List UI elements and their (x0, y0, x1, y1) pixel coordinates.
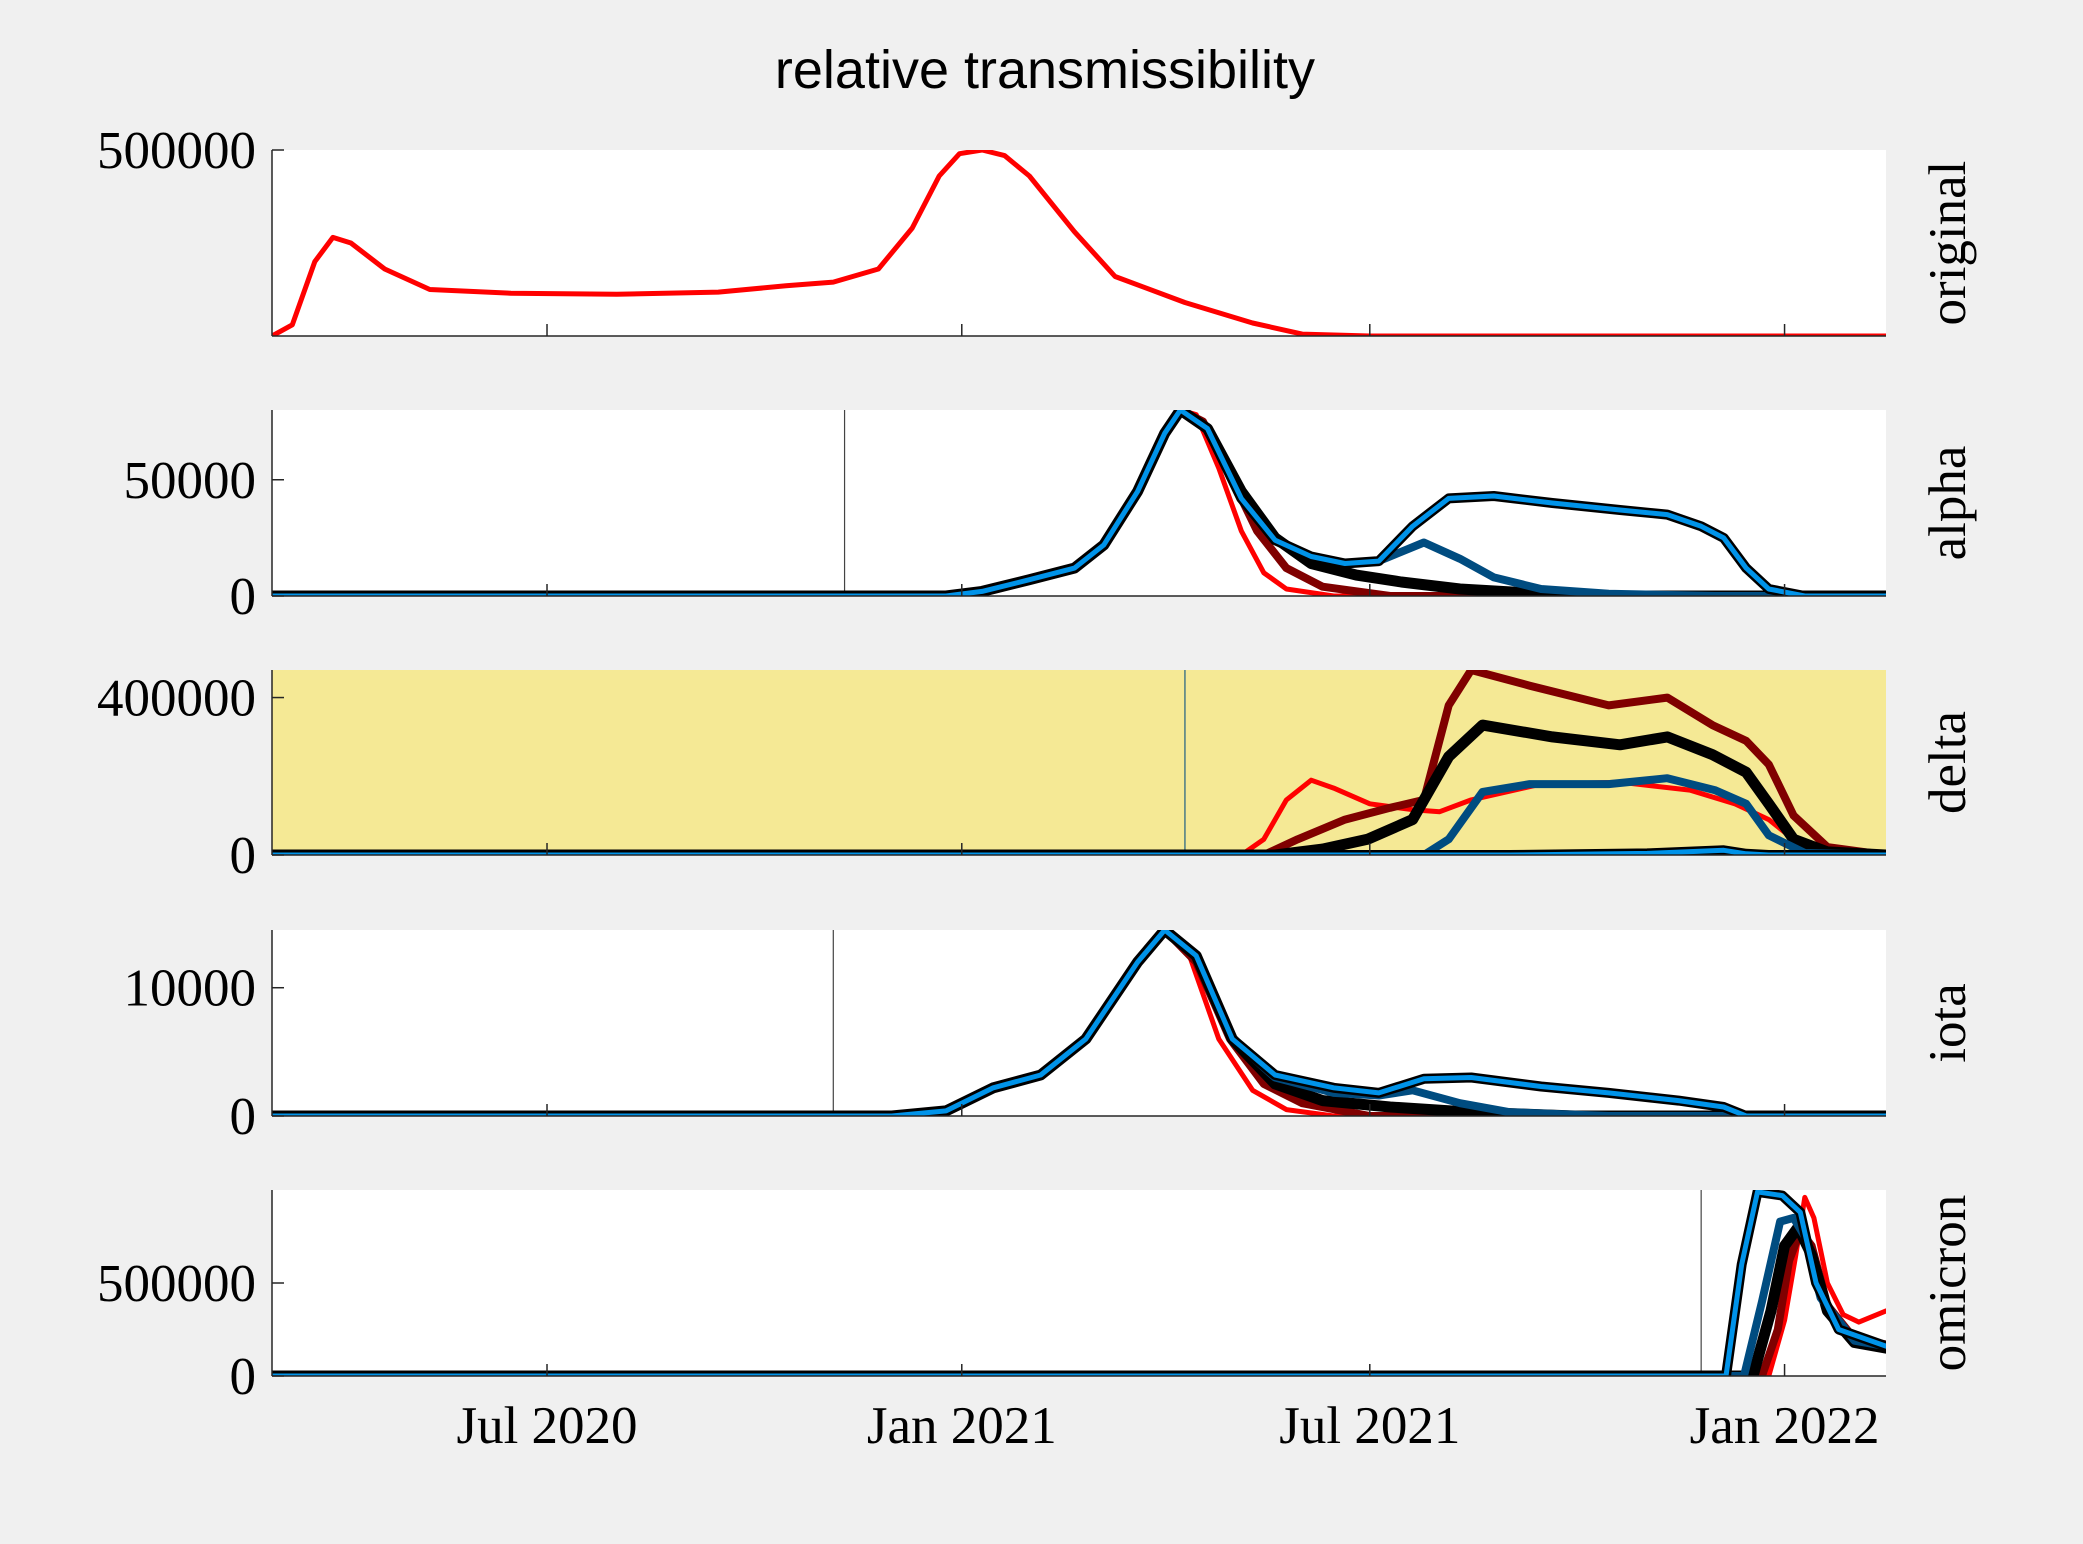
plot-area (272, 930, 1886, 1116)
subplot-stack: 500000 original 0 50000 alpha 0 400000 delta 0 10… (97, 122, 1977, 1406)
series-line-4 (272, 774, 1886, 855)
series-line-5 (272, 410, 1886, 596)
series-line-5 (272, 930, 1886, 1116)
y-tick-label: 500000 (97, 122, 256, 180)
series-group (272, 150, 1886, 336)
y-tick-label: 50000 (124, 452, 257, 510)
panel-label-iota: iota (1919, 983, 1977, 1062)
y-tick-label: 10000 (124, 960, 257, 1018)
series-group (272, 930, 1886, 1116)
x-tick-label: Jan 2021 (867, 1397, 1057, 1455)
x-tick-label: Jan 2022 (1690, 1397, 1880, 1455)
y-tick-label: 0 (230, 1348, 257, 1406)
panel-label-omicron: omicron (1919, 1195, 1977, 1372)
panel-label-alpha: alpha (1919, 446, 1977, 561)
subplot-alpha: 0 50000 alpha (124, 410, 1977, 626)
series-line-1 (272, 777, 1886, 855)
subplot-delta: 0 400000 delta (97, 670, 1977, 885)
subplot-original: 500000 original (97, 122, 1977, 337)
plot-area (272, 1190, 1886, 1376)
subplot-iota: 0 10000 iota (124, 930, 1977, 1146)
x-tick-label: Jul 2021 (1279, 1397, 1460, 1455)
series-line-1 (272, 1194, 1886, 1376)
plot-area (272, 150, 1886, 336)
series-group (272, 670, 1886, 855)
y-tick-label: 400000 (97, 670, 256, 728)
x-axis-tick-labels: Jul 2020 Jan 2021 Jul 2021 Jan 2022 (456, 1397, 1879, 1455)
subplot-omicron: 0 500000 omicron (97, 1190, 1977, 1406)
series-group (272, 1190, 1886, 1376)
series-line-1 (272, 150, 1886, 336)
series-line-5 (272, 847, 1886, 855)
panel-label-original: original (1919, 161, 1977, 326)
series-line-3 (272, 719, 1886, 855)
y-tick-label: 0 (230, 1088, 257, 1146)
chart-title: relative transmissibility (775, 40, 1315, 100)
y-tick-label: 500000 (97, 1255, 256, 1313)
y-tick-label: 0 (230, 827, 257, 885)
series-group (272, 410, 1886, 596)
y-tick-label: 0 (230, 568, 257, 626)
series-line-5 (272, 1190, 1886, 1376)
series-line-2 (272, 670, 1886, 855)
x-tick-label: Jul 2020 (456, 1397, 637, 1455)
panel-label-delta: delta (1919, 711, 1977, 814)
